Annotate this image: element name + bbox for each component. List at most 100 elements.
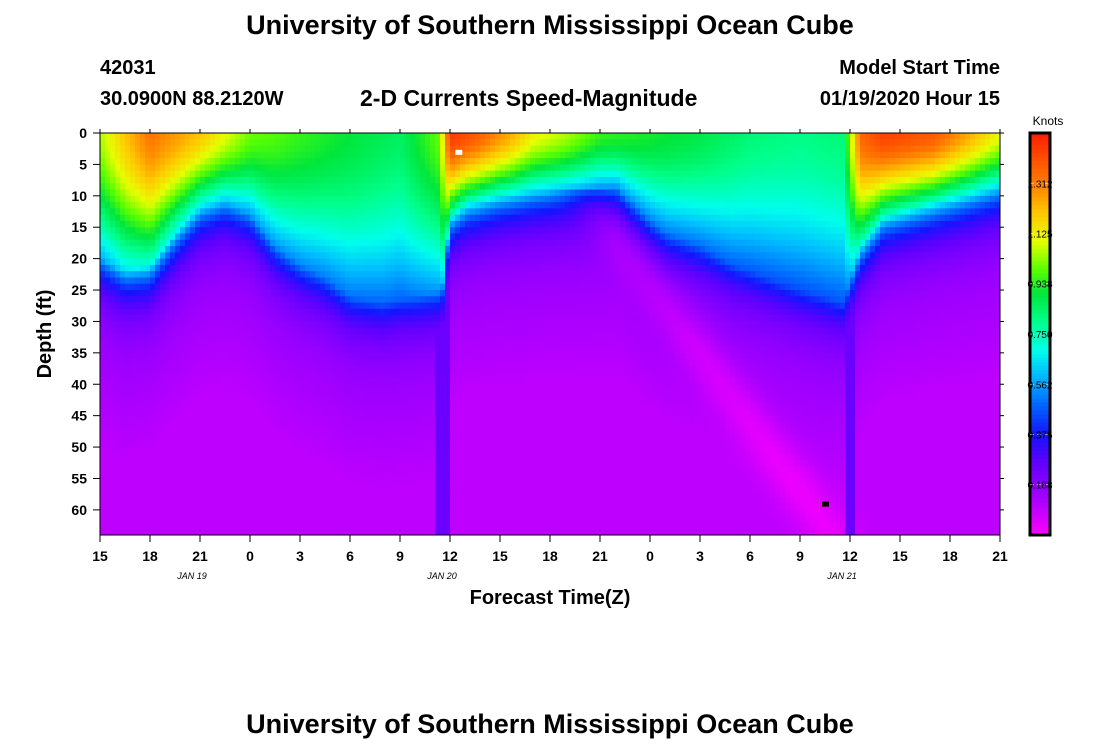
heatmap-cell: [235, 176, 241, 184]
heatmap-cell: [425, 277, 431, 285]
heatmap-cell: [740, 227, 746, 235]
heatmap-cell: [490, 227, 496, 235]
heatmap-cell: [115, 283, 121, 291]
heatmap-cell: [340, 176, 346, 184]
heatmap-cell: [515, 139, 521, 147]
heatmap-cell: [805, 145, 811, 153]
heatmap-cell: [385, 290, 391, 297]
heatmap-cell: [620, 189, 626, 197]
heatmap-cell: [345, 139, 351, 147]
heatmap-cell: [195, 302, 201, 310]
heatmap-cell: [680, 202, 686, 209]
heatmap-cell: [690, 183, 696, 191]
heatmap-cell: [655, 176, 661, 184]
heatmap-cell: [650, 264, 656, 272]
heatmap-cell: [600, 170, 606, 178]
heatmap-cell: [570, 296, 576, 304]
heatmap-cell: [855, 183, 861, 191]
heatmap-cell: [640, 277, 646, 285]
heatmap-cell: [335, 220, 341, 228]
heatmap-cell: [950, 195, 956, 203]
heatmap-cell: [845, 139, 851, 147]
heatmap-cell: [365, 233, 371, 241]
heatmap-cell: [405, 264, 411, 272]
heatmap-cell: [380, 189, 386, 197]
heatmap-cell: [250, 227, 256, 235]
heatmap-cell: [630, 220, 636, 228]
heatmap-cell: [250, 277, 256, 285]
heatmap-cell: [585, 170, 591, 178]
heatmap-cell: [165, 220, 171, 228]
heatmap-cell: [740, 258, 746, 266]
heatmap-cell: [910, 271, 916, 279]
heatmap-cell: [460, 158, 466, 166]
heatmap-cell: [880, 290, 886, 297]
heatmap-cell: [935, 183, 941, 191]
heatmap-cell: [450, 208, 456, 216]
heatmap-cell: [190, 151, 196, 159]
heatmap-cell: [135, 189, 141, 197]
heatmap-cell: [720, 283, 726, 291]
heatmap-cell: [215, 202, 221, 209]
heatmap-cell: [290, 202, 296, 209]
heatmap-cell: [595, 227, 601, 235]
heatmap-cell: [120, 233, 126, 241]
heatmap-cell: [295, 183, 301, 191]
heatmap-cell: [985, 258, 991, 266]
heatmap-cell: [255, 214, 261, 222]
heatmap-cell: [960, 233, 966, 241]
heatmap-cell: [670, 233, 676, 241]
heatmap-cell: [885, 145, 891, 153]
heatmap-cell: [900, 271, 906, 279]
heatmap-cell: [690, 133, 696, 140]
heatmap-cell: [565, 233, 571, 241]
heatmap-cell: [605, 145, 611, 153]
heatmap-cell: [265, 220, 271, 228]
heatmap-cell: [290, 264, 296, 272]
heatmap-cell: [225, 202, 231, 209]
heatmap-cell: [520, 220, 526, 228]
heatmap-cell: [735, 133, 741, 140]
heatmap-cell: [730, 145, 736, 153]
heatmap-cell: [460, 233, 466, 241]
heatmap-cell: [505, 158, 511, 166]
heatmap-cell: [960, 176, 966, 184]
heatmap-cell: [755, 195, 761, 203]
heatmap-cell: [890, 208, 896, 216]
heatmap-cell: [600, 252, 606, 260]
heatmap-cell: [950, 239, 956, 247]
heatmap-cell: [265, 277, 271, 285]
heatmap-cell: [270, 233, 276, 241]
heatmap-cell: [490, 290, 496, 297]
heatmap-cell: [210, 252, 216, 260]
heatmap-cell: [690, 227, 696, 235]
heatmap-cell: [610, 233, 616, 241]
heatmap-cell: [725, 214, 731, 222]
heatmap-cell: [875, 220, 881, 228]
heatmap-cell: [185, 202, 191, 209]
heatmap-cell: [400, 133, 406, 140]
heatmap-cell: [625, 189, 631, 197]
heatmap-cell: [555, 151, 561, 159]
heatmap-cell: [170, 183, 176, 191]
heatmap-cell: [810, 158, 816, 166]
heatmap-cell: [605, 151, 611, 159]
heatmap-cell: [530, 227, 536, 235]
heatmap-cell: [115, 214, 121, 222]
heatmap-cell: [335, 202, 341, 209]
heatmap-cell: [140, 145, 146, 153]
heatmap-cell: [445, 202, 451, 209]
heatmap-cell: [890, 133, 896, 140]
heatmap-cell: [565, 277, 571, 285]
heatmap-cell: [940, 170, 946, 178]
heatmap-cell: [855, 283, 861, 291]
heatmap-cell: [655, 195, 661, 203]
heatmap-cell: [105, 176, 111, 184]
heatmap-cell: [380, 139, 386, 147]
heatmap-cell: [440, 145, 446, 153]
heatmap-cell: [110, 252, 116, 260]
heatmap-cell: [990, 195, 996, 203]
heatmap-cell: [650, 158, 656, 166]
heatmap-cell: [530, 195, 536, 203]
heatmap-cell: [555, 296, 561, 304]
